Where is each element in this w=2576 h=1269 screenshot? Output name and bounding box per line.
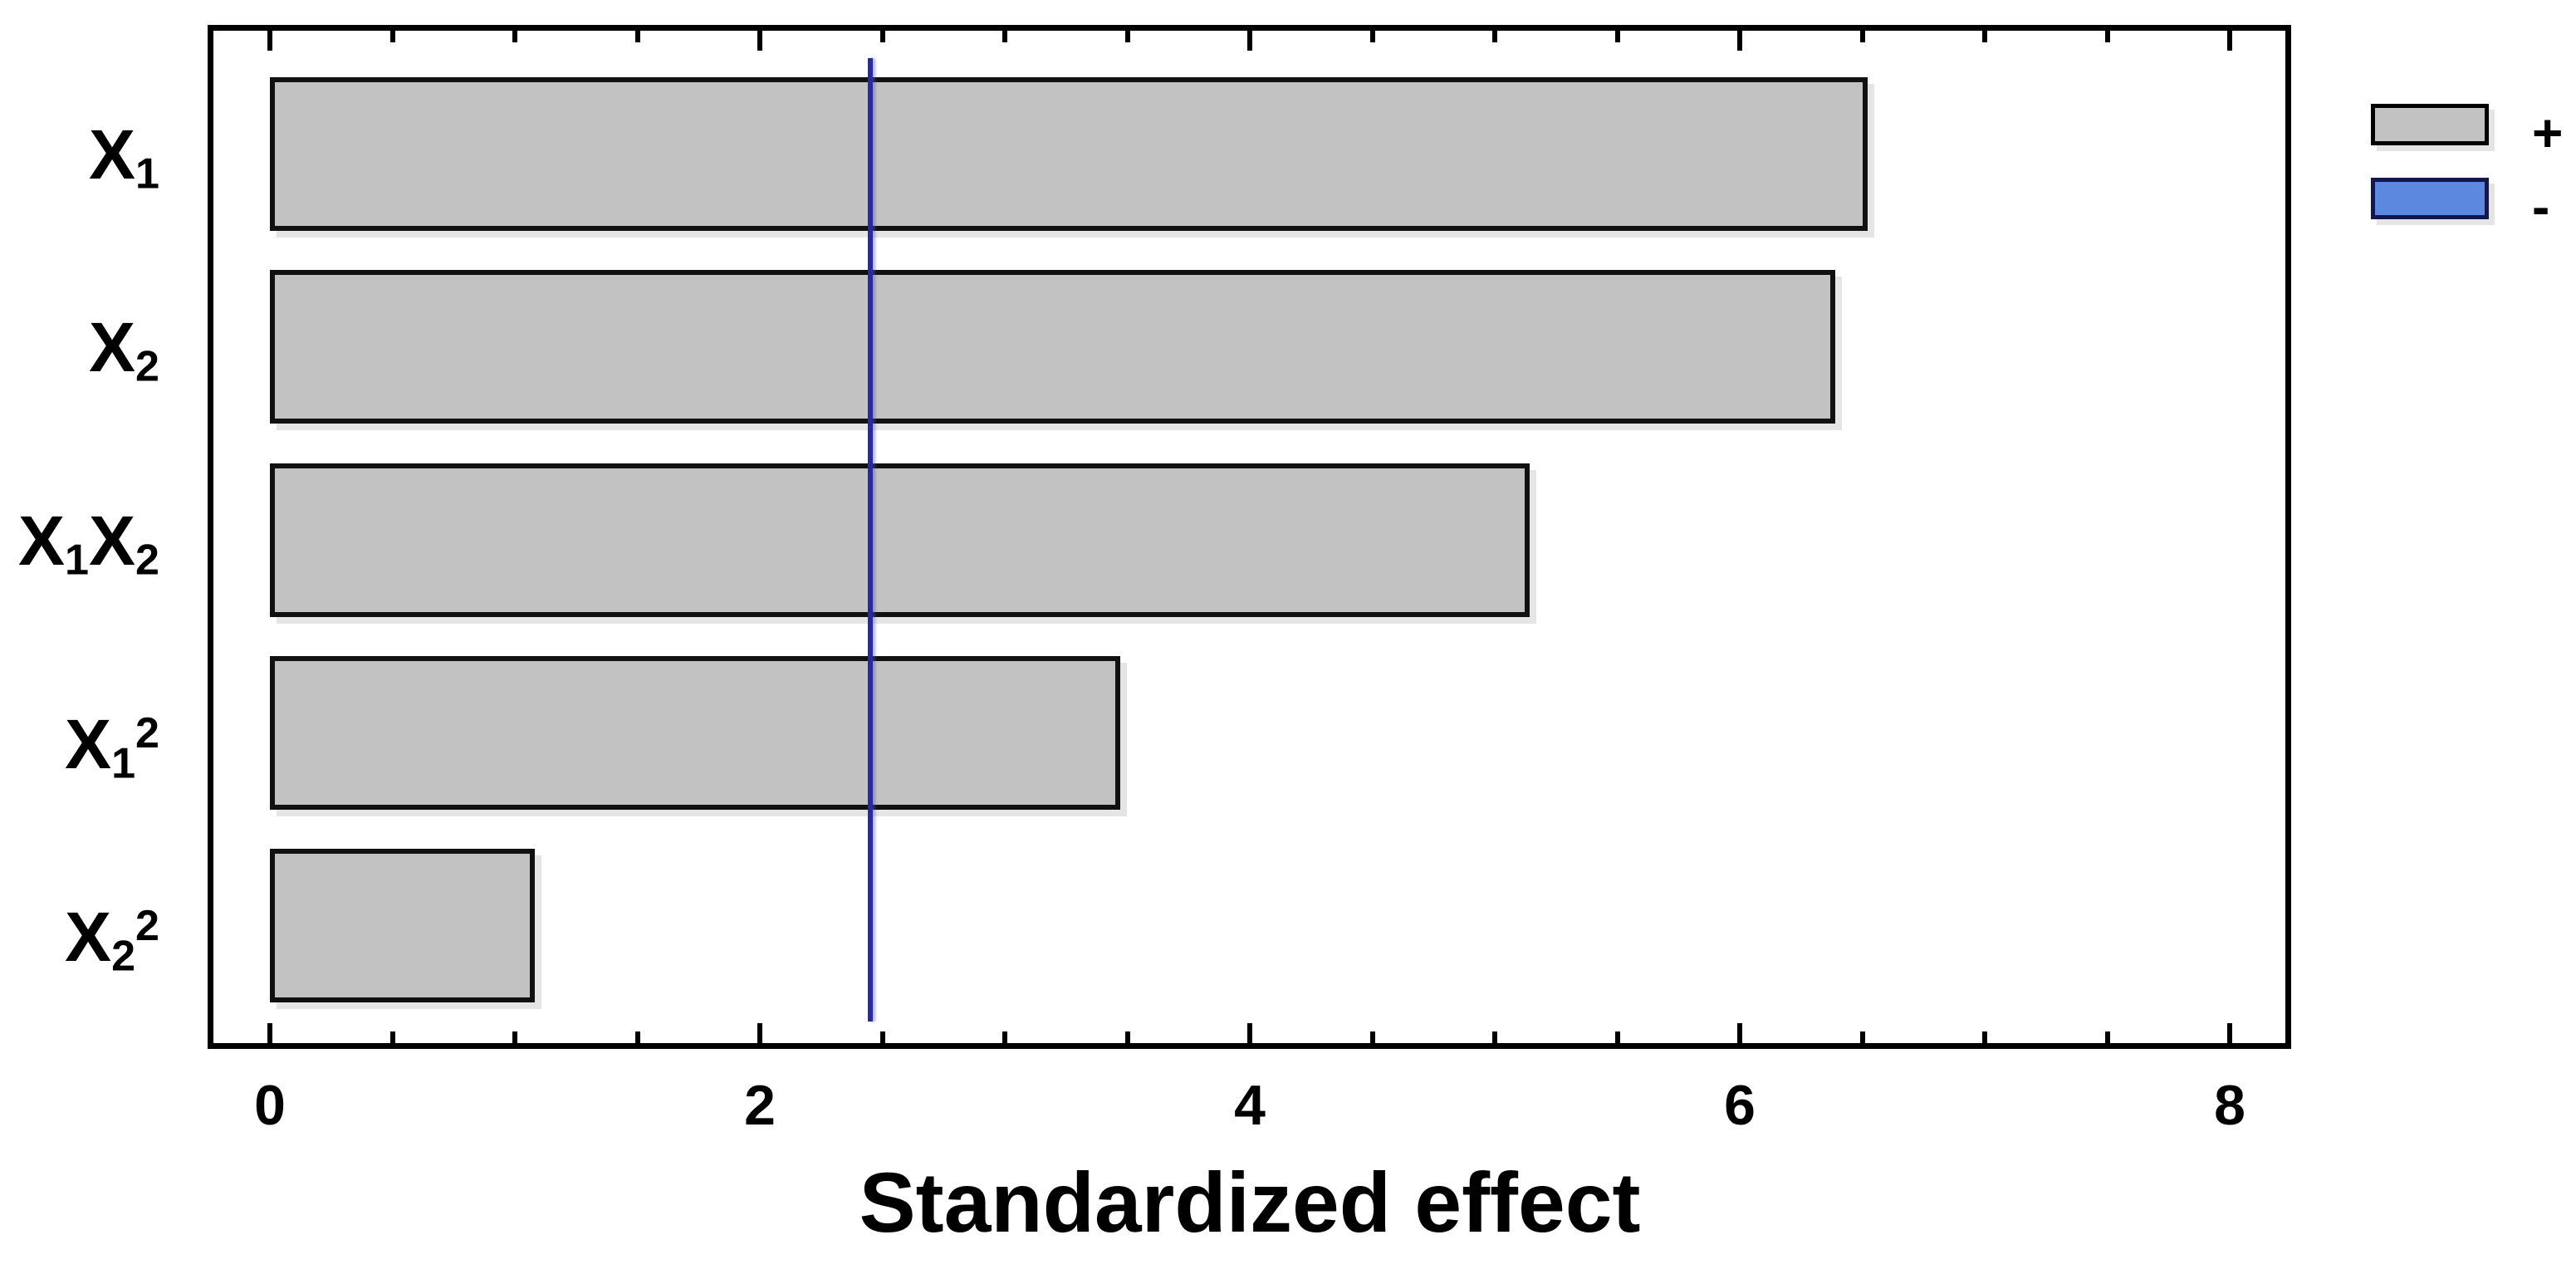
y-axis-label-x1x2: X1X2	[18, 501, 159, 584]
minor-tick-top	[1125, 31, 1130, 42]
minor-tick-top	[1615, 31, 1620, 42]
major-tick-bottom	[1737, 1023, 1742, 1043]
major-tick-bottom	[1247, 1023, 1252, 1043]
major-tick-top	[267, 31, 272, 51]
major-tick-bottom	[2227, 1023, 2232, 1043]
minor-tick-bottom	[1125, 1031, 1130, 1043]
minor-tick-bottom	[1860, 1031, 1865, 1043]
minor-tick-top	[635, 31, 640, 42]
bar-x2sq	[270, 849, 535, 1002]
negative-swatch-icon	[2371, 178, 2489, 219]
y-axis-label-x1: X1	[89, 115, 159, 198]
bar-x1x2	[270, 463, 1530, 617]
legend-label-negative: -	[2532, 177, 2550, 237]
x-tick-label-2: 2	[744, 1074, 776, 1137]
minor-tick-top	[390, 31, 395, 42]
minor-tick-top	[880, 31, 885, 42]
major-tick-top	[2227, 31, 2232, 51]
critical-value-reference-line	[868, 58, 873, 1022]
minor-tick-bottom	[1982, 1031, 1987, 1043]
minor-tick-top	[1982, 31, 1987, 42]
legend-label-positive: +	[2532, 103, 2564, 163]
bar-x1	[270, 77, 1868, 231]
major-tick-bottom	[757, 1023, 762, 1043]
x-tick-label-0: 0	[254, 1074, 286, 1137]
bar-x1sq	[270, 656, 1120, 810]
major-tick-top	[1247, 31, 1252, 51]
minor-tick-bottom	[635, 1031, 640, 1043]
minor-tick-top	[1860, 31, 1865, 42]
legend: + -	[2371, 98, 2563, 246]
x-tick-label-8: 8	[2214, 1074, 2245, 1137]
y-axis-label-x2sq: X22	[65, 897, 159, 980]
minor-tick-bottom	[390, 1031, 395, 1043]
minor-tick-top	[512, 31, 517, 42]
minor-tick-bottom	[1370, 1031, 1375, 1043]
major-tick-top	[1737, 31, 1742, 51]
minor-tick-bottom	[2105, 1031, 2110, 1043]
minor-tick-bottom	[1615, 1031, 1620, 1043]
y-axis-label-x2: X2	[89, 307, 159, 390]
major-tick-bottom	[267, 1023, 272, 1043]
minor-tick-bottom	[880, 1031, 885, 1043]
minor-tick-top	[1002, 31, 1007, 42]
x-axis-title: Standardized effect	[859, 1155, 1641, 1250]
minor-tick-top	[1492, 31, 1497, 42]
bar-x2	[270, 270, 1835, 424]
minor-tick-bottom	[1002, 1031, 1007, 1043]
legend-row-negative: -	[2371, 172, 2563, 233]
x-tick-label-4: 4	[1234, 1074, 1266, 1137]
minor-tick-bottom	[1492, 1031, 1497, 1043]
minor-tick-top	[2105, 31, 2110, 42]
positive-swatch-icon	[2371, 104, 2489, 145]
major-tick-top	[757, 31, 762, 51]
x-tick-label-6: 6	[1724, 1074, 1756, 1137]
minor-tick-top	[1370, 31, 1375, 42]
y-axis-label-x1sq: X12	[65, 704, 159, 787]
minor-tick-bottom	[512, 1031, 517, 1043]
legend-row-positive: +	[2371, 98, 2563, 159]
